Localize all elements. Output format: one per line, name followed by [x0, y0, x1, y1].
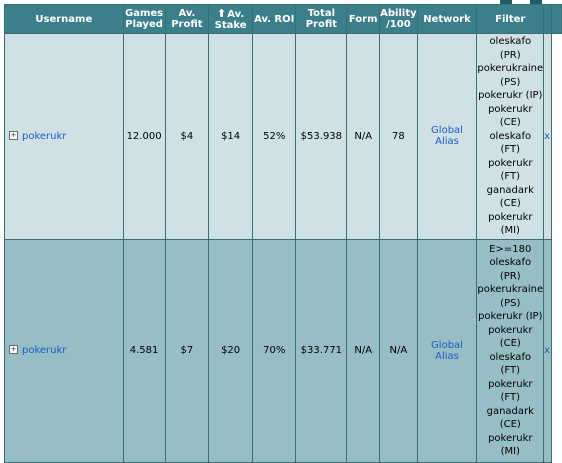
av-stake-cell: $20 [208, 238, 253, 463]
av-stake-cell: $14 [208, 33, 253, 240]
games-played-cell: 4.581 [122, 238, 166, 463]
col-av-stake[interactable]: ⬆Av. Stake [208, 4, 253, 34]
filter-line: (MI) [500, 225, 520, 236]
network-cell: Global Alias [416, 238, 478, 463]
ability-cell: 78 [379, 33, 418, 240]
username-link[interactable]: pokerukr [22, 130, 67, 142]
stats-table: Username Games Played Av. Profit ⬆Av. Stake… [4, 4, 562, 463]
filter-line: oleskafo [489, 257, 532, 268]
col-form[interactable]: Form [346, 4, 381, 34]
filter-line: (PR) [499, 270, 521, 282]
col-filter: Filter [476, 4, 545, 34]
remove-cell: x [543, 238, 553, 463]
network-link[interactable]: Global Alias [431, 339, 463, 362]
av-roi-cell: 70% [251, 238, 297, 463]
col-ability[interactable]: Ability/100 [379, 4, 418, 34]
filter-line: pokerukr [488, 211, 533, 223]
filter-line: (FT) [500, 392, 521, 403]
filter-line: (FT) [500, 171, 521, 182]
table-row: + pokerukr 4.581 $7 $20 70% $33.771 N/A N… [4, 238, 562, 463]
expand-icon[interactable]: + [9, 130, 18, 140]
table-edge [551, 239, 562, 462]
remove-link[interactable]: x [544, 130, 551, 142]
remove-link[interactable]: x [544, 345, 551, 356]
col-username[interactable]: Username [4, 4, 124, 34]
table-edge [551, 33, 562, 239]
filter-line: (CE) [499, 198, 521, 209]
col-total-profit[interactable]: Total Profit [295, 4, 348, 34]
filter-line: oleskafo [489, 130, 532, 142]
av-roi-cell: 52% [251, 33, 297, 240]
filter-line: pokerukr (IP) [478, 90, 543, 101]
table-row: + pokerukr 12.000 $4 $14 52% $53.938 N/A … [4, 33, 562, 240]
col-av-profit[interactable]: Av. Profit [164, 4, 210, 34]
filter-line: pokerukr [488, 103, 533, 115]
username-link[interactable]: pokerukr [22, 345, 67, 356]
filter-line: (CE) [499, 117, 521, 128]
total-profit-cell: $33.771 [295, 238, 348, 463]
filter-line: ganadark [486, 184, 534, 196]
username-cell: + pokerukr [4, 33, 124, 240]
col-remove [543, 4, 553, 34]
network-cell: Global Alias [416, 33, 478, 240]
filter-line: pokerukr [488, 157, 533, 169]
username-cell: + pokerukr [4, 238, 124, 463]
games-played-cell: 12.000 [122, 33, 166, 240]
form-cell: N/A [346, 33, 381, 240]
filter-line: pokerukr [488, 378, 533, 390]
filter-line: pokerukr [488, 324, 533, 336]
network-link[interactable]: Global Alias [431, 125, 463, 148]
col-games-played[interactable]: Games Played [122, 4, 166, 34]
filter-line: E>=180 [489, 243, 532, 255]
filter-line: ganadark [486, 405, 534, 417]
filter-line: pokerukraine [477, 284, 544, 295]
filter-line: (PS) [500, 297, 521, 309]
filter-line: (PR) [499, 49, 521, 61]
ability-cell: N/A [379, 238, 418, 463]
window-button[interactable] [500, 0, 512, 4]
form-cell: N/A [346, 238, 381, 463]
filter-line: pokerukraine [477, 63, 544, 74]
expand-icon[interactable]: + [9, 345, 18, 354]
filter-line: (CE) [499, 338, 521, 349]
av-profit-cell: $7 [164, 238, 210, 463]
filter-line: (MI) [500, 446, 520, 457]
filter-line: (FT) [500, 144, 521, 155]
col-av-roi[interactable]: Av. ROI [251, 4, 297, 34]
filter-line: (FT) [500, 365, 521, 376]
filter-line: (CE) [499, 419, 521, 430]
filter-line: oleskafo [489, 351, 532, 363]
av-profit-cell: $4 [164, 33, 210, 240]
sort-up-arrow-icon: ⬆ [217, 6, 227, 20]
window-button[interactable] [530, 0, 542, 4]
table-header-row: Username Games Played Av. Profit ⬆Av. Stake… [4, 4, 562, 34]
window-top-edge [0, 0, 562, 4]
filter-line: oleskafo [489, 36, 532, 47]
filter-cell: E>=180 oleskafo (PR) pokerukraine (PS) p… [476, 238, 545, 463]
col-network[interactable]: Network [416, 4, 478, 34]
table-edge [551, 4, 562, 34]
filter-line: pokerukr [488, 432, 533, 444]
filter-line: (PS) [500, 76, 521, 88]
remove-cell: x [543, 33, 553, 240]
filter-cell: oleskafo (PR) pokerukraine (PS) pokerukr… [476, 33, 545, 240]
filter-line: pokerukr (IP) [478, 311, 543, 322]
total-profit-cell: $53.938 [295, 33, 348, 240]
